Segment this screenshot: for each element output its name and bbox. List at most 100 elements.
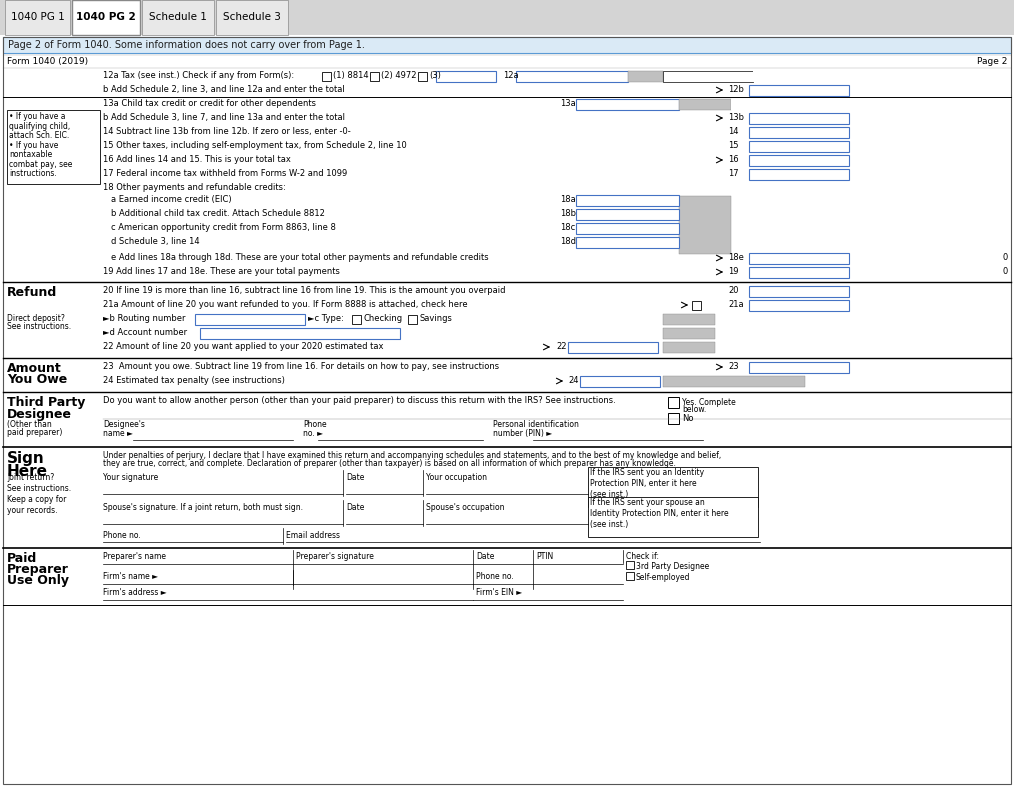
Text: Page 2 of Form 1040. Some information does not carry over from Page 1.: Page 2 of Form 1040. Some information do… xyxy=(8,39,365,50)
Bar xyxy=(663,342,715,353)
Text: 16: 16 xyxy=(728,155,738,164)
Text: Sign: Sign xyxy=(7,451,45,466)
Text: 17: 17 xyxy=(728,169,738,178)
Text: (3): (3) xyxy=(429,71,441,80)
Text: 15: 15 xyxy=(728,141,738,150)
Text: Checking: Checking xyxy=(363,314,403,323)
Text: Schedule 3: Schedule 3 xyxy=(223,12,281,22)
Text: ►b Routing number: ►b Routing number xyxy=(103,314,186,323)
Text: instructions.: instructions. xyxy=(9,169,57,178)
Text: 22: 22 xyxy=(556,342,567,351)
Bar xyxy=(663,314,715,325)
Text: Check if:: Check if: xyxy=(626,552,659,561)
Bar xyxy=(628,71,663,82)
Bar xyxy=(588,497,758,537)
Text: Use Only: Use Only xyxy=(7,574,69,587)
Bar xyxy=(580,376,660,387)
Text: Self-employed: Self-employed xyxy=(636,573,691,582)
Text: 3rd Party Designee: 3rd Party Designee xyxy=(636,562,709,571)
Text: (2) 4972: (2) 4972 xyxy=(381,71,417,80)
Text: no. ►: no. ► xyxy=(303,429,323,438)
Text: Refund: Refund xyxy=(7,286,57,299)
Text: Date: Date xyxy=(346,473,364,482)
Bar xyxy=(7,110,100,184)
Text: Joint return?
See instructions.
Keep a copy for
your records.: Joint return? See instructions. Keep a c… xyxy=(7,473,71,515)
Text: 18 Other payments and refundable credits:: 18 Other payments and refundable credits… xyxy=(103,183,286,192)
Text: Firm's name ►: Firm's name ► xyxy=(103,572,158,581)
Text: Designee: Designee xyxy=(7,408,72,421)
Text: • If you have a: • If you have a xyxy=(9,112,66,121)
Text: Here: Here xyxy=(7,464,48,479)
Text: Firm's EIN ►: Firm's EIN ► xyxy=(476,588,522,597)
Text: 13b: 13b xyxy=(728,113,744,122)
Text: below.: below. xyxy=(682,405,706,414)
Bar xyxy=(408,315,417,324)
Bar xyxy=(749,127,849,138)
Text: Schedule 1: Schedule 1 xyxy=(149,12,207,22)
Bar xyxy=(72,0,140,35)
Bar xyxy=(626,561,634,569)
Bar xyxy=(216,0,288,35)
Text: Date: Date xyxy=(346,503,364,512)
Text: Preparer's signature: Preparer's signature xyxy=(296,552,374,561)
Text: 24: 24 xyxy=(568,376,579,385)
Text: 18e: 18e xyxy=(728,253,744,262)
Text: name ►: name ► xyxy=(103,429,133,438)
Bar xyxy=(576,195,679,206)
Text: 0: 0 xyxy=(1003,253,1008,262)
Bar xyxy=(5,0,70,35)
Text: c American opportunity credit from Form 8863, line 8: c American opportunity credit from Form … xyxy=(111,223,336,232)
Text: 19: 19 xyxy=(728,267,738,276)
Bar xyxy=(576,237,679,248)
Text: number (PIN) ►: number (PIN) ► xyxy=(493,429,553,438)
Text: (1) 8814: (1) 8814 xyxy=(333,71,369,80)
Text: 20: 20 xyxy=(728,286,738,295)
Text: 17 Federal income tax withheld from Forms W-2 and 1099: 17 Federal income tax withheld from Form… xyxy=(103,169,347,178)
Text: 22 Amount of line 20 you want applied to your 2020 estimated tax: 22 Amount of line 20 you want applied to… xyxy=(103,342,383,351)
Bar xyxy=(731,99,1007,110)
Text: Under penalties of perjury, I declare that I have examined this return and accom: Under penalties of perjury, I declare th… xyxy=(103,451,721,460)
Text: 0: 0 xyxy=(1003,267,1008,276)
Text: 12a: 12a xyxy=(503,71,518,80)
Text: Preparer's name: Preparer's name xyxy=(103,552,166,561)
Bar xyxy=(576,223,679,234)
Text: Personal identification: Personal identification xyxy=(493,420,579,429)
Text: b Add Schedule 2, line 3, and line 12a and enter the total: b Add Schedule 2, line 3, and line 12a a… xyxy=(103,85,345,94)
Text: paid preparer): paid preparer) xyxy=(7,428,63,437)
Text: 24 Estimated tax penalty (see instructions): 24 Estimated tax penalty (see instructio… xyxy=(103,376,285,385)
Text: • If you have: • If you have xyxy=(9,141,59,150)
Text: Amount: Amount xyxy=(7,362,62,375)
Bar xyxy=(0,0,1014,35)
Bar xyxy=(692,301,701,310)
Bar xyxy=(749,253,849,264)
Text: 14: 14 xyxy=(728,127,738,136)
Bar xyxy=(663,71,753,82)
Text: Yes. Complete: Yes. Complete xyxy=(682,398,736,407)
Text: 18d: 18d xyxy=(560,237,576,246)
Text: 1040 PG 1: 1040 PG 1 xyxy=(10,12,64,22)
Text: Phone no.: Phone no. xyxy=(103,531,141,540)
Text: nontaxable: nontaxable xyxy=(9,150,53,159)
Bar xyxy=(352,315,361,324)
Bar xyxy=(668,397,679,408)
Text: 21a Amount of line 20 you want refunded to you. If Form 8888 is attached, check : 21a Amount of line 20 you want refunded … xyxy=(103,300,467,309)
Text: qualifying child,: qualifying child, xyxy=(9,121,70,131)
Text: Spouse's occupation: Spouse's occupation xyxy=(426,503,505,512)
Bar xyxy=(663,376,805,387)
Text: 12a Tax (see inst.) Check if any from Form(s):: 12a Tax (see inst.) Check if any from Fo… xyxy=(103,71,294,80)
Text: Firm's address ►: Firm's address ► xyxy=(103,588,166,597)
Bar xyxy=(668,413,679,424)
Text: 18a: 18a xyxy=(560,195,576,204)
Text: Spouse's signature. If a joint return, both must sign.: Spouse's signature. If a joint return, b… xyxy=(103,503,303,512)
Text: Phone: Phone xyxy=(303,420,327,429)
Text: If the IRS sent your spouse an
Identity Protection PIN, enter it here
(see inst.: If the IRS sent your spouse an Identity … xyxy=(590,498,729,529)
Bar xyxy=(3,37,1011,53)
Text: ►d Account number: ►d Account number xyxy=(103,328,188,337)
Bar xyxy=(436,71,496,82)
Text: 21a: 21a xyxy=(728,300,743,309)
Text: Third Party: Third Party xyxy=(7,396,85,409)
Text: You Owe: You Owe xyxy=(7,373,67,386)
Bar xyxy=(568,342,658,353)
Text: 14 Subtract line 13b from line 12b. If zero or less, enter -0-: 14 Subtract line 13b from line 12b. If z… xyxy=(103,127,351,136)
Bar xyxy=(626,572,634,580)
